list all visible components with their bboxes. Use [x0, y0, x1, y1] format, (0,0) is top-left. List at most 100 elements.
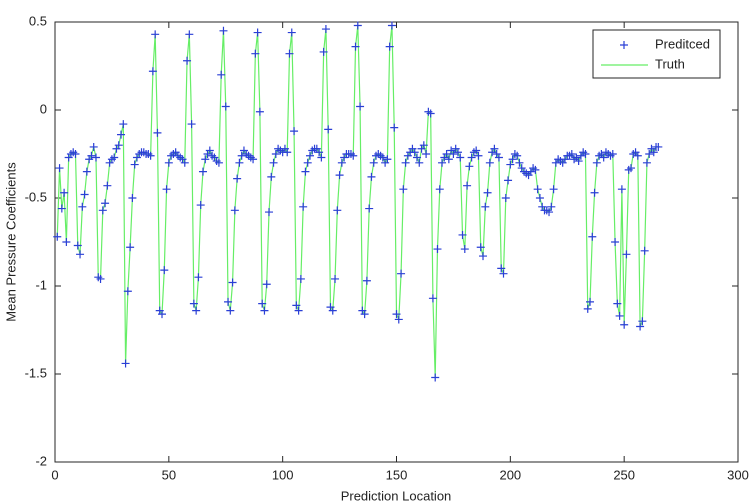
marker — [73, 241, 82, 250]
marker — [230, 206, 239, 215]
marker — [433, 245, 442, 254]
marker — [331, 274, 340, 283]
marker — [183, 56, 192, 65]
marker — [513, 151, 522, 160]
marker — [456, 153, 465, 162]
marker — [504, 176, 513, 185]
marker — [89, 142, 98, 151]
marker — [567, 150, 576, 158]
marker — [82, 167, 91, 176]
marker — [78, 202, 87, 211]
marker — [490, 144, 499, 153]
marker — [117, 130, 126, 139]
marker — [515, 158, 524, 167]
legend-box — [592, 29, 721, 79]
marker — [588, 232, 597, 241]
marker — [453, 148, 462, 157]
marker — [574, 157, 583, 166]
marker — [128, 194, 137, 202]
marker — [151, 30, 160, 39]
marker — [353, 21, 362, 30]
y-tick-label: -1 — [35, 277, 47, 292]
marker — [599, 153, 608, 162]
marker — [506, 160, 515, 169]
marker — [226, 306, 235, 315]
marker — [499, 269, 508, 278]
marker — [428, 294, 437, 303]
marker — [53, 232, 62, 241]
marker — [57, 204, 66, 213]
marker — [146, 151, 155, 160]
y-tick-label: -2 — [35, 453, 47, 468]
marker — [399, 185, 408, 194]
marker — [103, 181, 112, 190]
marker — [463, 181, 472, 190]
marker — [217, 70, 226, 79]
marker — [55, 164, 64, 173]
marker — [483, 188, 492, 197]
marker — [351, 42, 360, 51]
marker — [267, 172, 276, 181]
x-tick-label: 300 — [727, 467, 749, 482]
marker — [638, 317, 647, 326]
marker — [615, 311, 624, 320]
legend-label: Truth — [655, 56, 685, 71]
marker — [153, 128, 162, 137]
marker — [481, 202, 490, 211]
marker — [590, 188, 599, 197]
marker — [287, 28, 296, 37]
marker — [196, 201, 205, 210]
marker — [460, 245, 469, 254]
marker — [442, 150, 451, 158]
marker — [258, 299, 267, 308]
marker — [198, 167, 207, 176]
marker — [531, 165, 540, 174]
marker — [479, 252, 488, 261]
marker — [194, 273, 203, 282]
marker — [472, 146, 481, 155]
x-tick-label: 200 — [499, 467, 521, 482]
x-axis-label: Prediction Location — [341, 488, 452, 503]
marker — [114, 141, 123, 150]
marker — [620, 320, 629, 329]
marker — [335, 171, 344, 180]
marker — [235, 158, 244, 167]
marker — [419, 141, 428, 150]
marker — [317, 153, 326, 162]
marker — [535, 194, 544, 202]
marker — [189, 299, 198, 308]
marker — [387, 21, 396, 30]
marker — [98, 206, 107, 215]
marker — [397, 269, 406, 278]
marker — [249, 155, 258, 164]
marker — [299, 202, 308, 211]
marker — [476, 243, 485, 252]
marker — [608, 150, 617, 158]
marker — [290, 127, 299, 136]
x-tick-label: 50 — [162, 467, 176, 482]
marker — [431, 373, 440, 382]
marker — [294, 306, 303, 315]
marker — [640, 246, 649, 255]
marker — [392, 310, 401, 319]
marker — [617, 185, 626, 194]
marker — [185, 30, 194, 39]
marker — [205, 146, 214, 155]
y-tick-label: 0.5 — [29, 13, 47, 28]
marker — [449, 150, 458, 158]
x-tick-label: 0 — [51, 467, 58, 482]
marker — [438, 158, 447, 167]
legend-label: Preditced — [655, 36, 710, 51]
marker — [549, 185, 558, 194]
marker — [649, 148, 658, 157]
marker — [508, 155, 517, 164]
marker — [123, 287, 132, 296]
marker — [422, 150, 431, 158]
y-tick-label: -0.5 — [25, 189, 47, 204]
marker — [369, 158, 378, 167]
marker — [592, 158, 601, 167]
marker — [228, 278, 237, 287]
marker — [337, 158, 346, 167]
marker — [362, 276, 371, 285]
